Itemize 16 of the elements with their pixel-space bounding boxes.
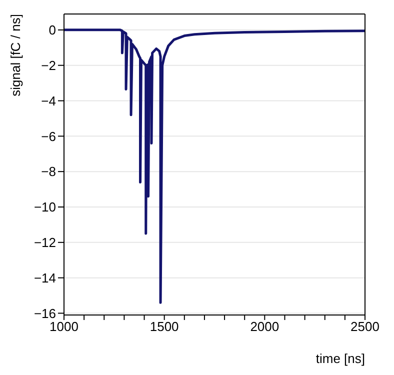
y-tick-label: −14 [34, 270, 56, 286]
x-tick-label: 2500 [350, 319, 380, 334]
x-tick-label: 1500 [150, 319, 179, 334]
y-tick-label: −6 [41, 128, 56, 144]
y-tick-label: −2 [41, 58, 56, 73]
line-series [64, 28, 365, 304]
y-tick-label: 0 [48, 22, 56, 38]
y-tick-label: −16 [34, 306, 56, 321]
y-tick-label: −12 [34, 235, 56, 250]
y-tick-label: −10 [34, 200, 56, 215]
x-axis-title: time [ns] [316, 351, 365, 366]
y-axis-title: signal [fC / ns] [8, 14, 23, 96]
y-tick-label: −4 [41, 93, 56, 108]
y-tick-label: −8 [41, 164, 56, 180]
x-tick-label: 1000 [50, 319, 78, 334]
x-tick-label: 2000 [250, 319, 280, 334]
